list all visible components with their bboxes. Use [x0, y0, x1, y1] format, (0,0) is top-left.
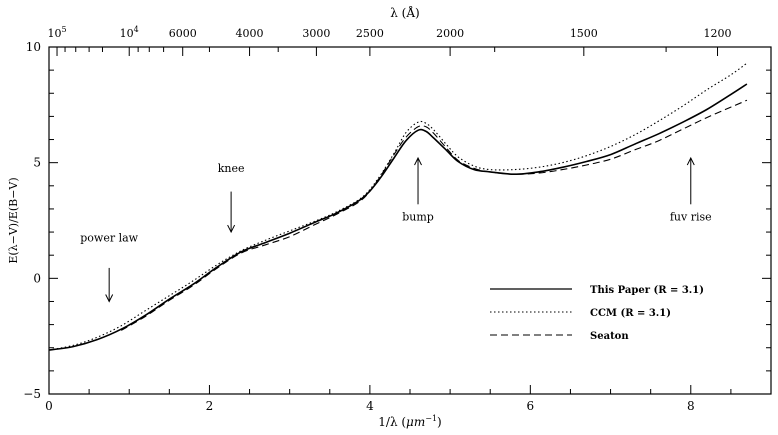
legend-label: CCM (R = 3.1): [590, 308, 671, 319]
x-tick-label: 6: [527, 399, 535, 413]
top-tick-label: 6000: [169, 27, 197, 40]
annotation-arrowhead: [227, 224, 236, 234]
y-tick-label: 10: [26, 40, 41, 54]
top-tick-label: 3000: [302, 27, 330, 40]
top-tick-label: 1500: [570, 27, 598, 40]
annotation-arrowhead: [414, 156, 422, 166]
top-tick-label: 2000: [436, 27, 464, 40]
series-line-dotted: [48, 62, 748, 351]
legend-label: Seaton: [590, 331, 629, 342]
annotation-label: bump: [402, 211, 434, 224]
annotation-arrowhead: [105, 294, 114, 303]
x-axis-label: 1/λ (μm−1): [378, 414, 441, 429]
x-tick-label: 8: [687, 399, 695, 413]
legend-label: This Paper (R = 3.1): [590, 285, 704, 296]
y-tick-label: −5: [23, 387, 41, 401]
top-tick-label: 4000: [236, 27, 264, 40]
top-tick-label: 1200: [704, 27, 732, 40]
y-axis-label: E(λ−V)/E(B−V): [7, 177, 20, 263]
annotation-label: knee: [218, 162, 245, 175]
axis-ticks: [48, 46, 772, 395]
y-tick-label: 0: [33, 271, 41, 285]
top-axis-label: λ (Å): [390, 5, 419, 20]
axis-tick-labels: 0 2 4 6 8 −5 0 5 10 105 104 6000 4000 3000 2500 2000 150…: [23, 25, 731, 413]
top-tick-label: 105: [47, 25, 66, 40]
x-tick-label: 0: [45, 399, 53, 413]
top-tick-label: 2500: [356, 27, 384, 40]
annotation-label: power law: [80, 231, 138, 244]
series-lines: [48, 62, 748, 351]
y-tick-label: 5: [33, 156, 41, 170]
annotation-label: fuv rise: [670, 211, 712, 224]
top-tick-label: 104: [120, 25, 139, 40]
x-tick-label: 2: [206, 399, 214, 413]
annotation-arrowhead: [686, 156, 695, 166]
annotations: power law knee bump fuv rise: [80, 156, 712, 303]
legend: This Paper (R = 3.1) CCM (R = 3.1) Seaton: [490, 285, 704, 342]
x-tick-label: 4: [366, 399, 374, 413]
series-line-solid: [48, 83, 748, 351]
series-line-dashed: [120, 99, 748, 331]
